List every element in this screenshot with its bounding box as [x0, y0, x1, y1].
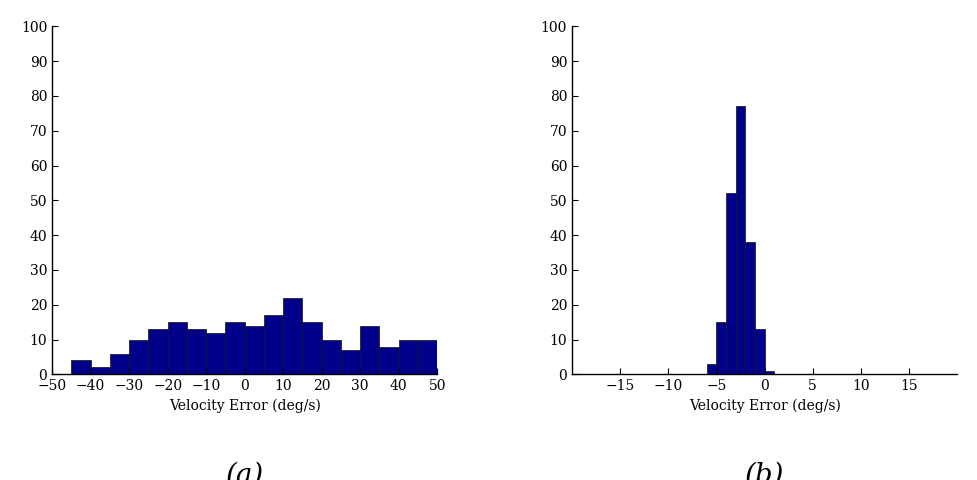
Bar: [129, 339, 149, 374]
Text: (a): (a): [226, 461, 264, 480]
Bar: [379, 347, 399, 374]
Bar: [91, 367, 109, 374]
Bar: [244, 325, 264, 374]
Bar: [417, 339, 437, 374]
Text: (b): (b): [744, 461, 784, 480]
Bar: [187, 329, 206, 374]
Bar: [735, 107, 744, 374]
Bar: [399, 339, 417, 374]
X-axis label: Velocity Error (deg/s): Velocity Error (deg/s): [688, 399, 839, 413]
Bar: [206, 333, 225, 374]
Bar: [71, 360, 91, 374]
Bar: [302, 322, 321, 374]
Bar: [225, 322, 244, 374]
Bar: [109, 353, 129, 374]
Bar: [167, 322, 187, 374]
Bar: [360, 325, 379, 374]
Bar: [283, 298, 302, 374]
Bar: [764, 371, 774, 374]
Bar: [149, 329, 167, 374]
Bar: [725, 193, 735, 374]
Bar: [341, 350, 360, 374]
Bar: [754, 329, 764, 374]
Bar: [321, 339, 341, 374]
X-axis label: Velocity Error (deg/s): Velocity Error (deg/s): [169, 399, 320, 413]
Bar: [706, 364, 716, 374]
Bar: [716, 322, 725, 374]
Bar: [744, 242, 754, 374]
Bar: [264, 315, 283, 374]
